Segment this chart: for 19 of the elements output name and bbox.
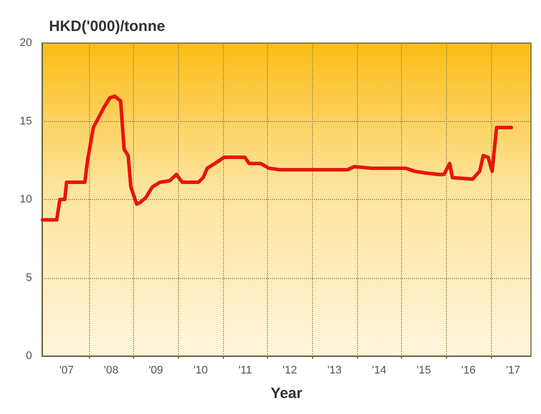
y-axis-title: HKD('000)/tonne — [49, 18, 166, 35]
x-tick-label: '08 — [104, 364, 118, 376]
y-tick-label: 0 — [26, 350, 32, 362]
y-tick-label: 20 — [20, 37, 32, 49]
x-tick-label: '07 — [59, 364, 74, 376]
x-tick-label: '09 — [148, 364, 164, 376]
x-tick-label: '12 — [282, 364, 298, 376]
x-tick-label: '14 — [372, 364, 386, 376]
line-series — [40, 94, 514, 222]
x-tick-label: '11 — [238, 364, 252, 376]
x-tick-label: '16 — [461, 364, 476, 376]
x-tick-label: '10 — [193, 364, 208, 376]
y-tick-label: 15 — [20, 115, 32, 128]
x-tick-label: '17 — [506, 364, 520, 376]
x-tick-label: '13 — [327, 364, 342, 376]
y-tick-label: 5 — [26, 272, 32, 284]
y-tick-label: 10 — [20, 194, 32, 206]
x-tick-label: '15 — [416, 364, 431, 376]
x-axis-title: Year — [270, 385, 303, 402]
